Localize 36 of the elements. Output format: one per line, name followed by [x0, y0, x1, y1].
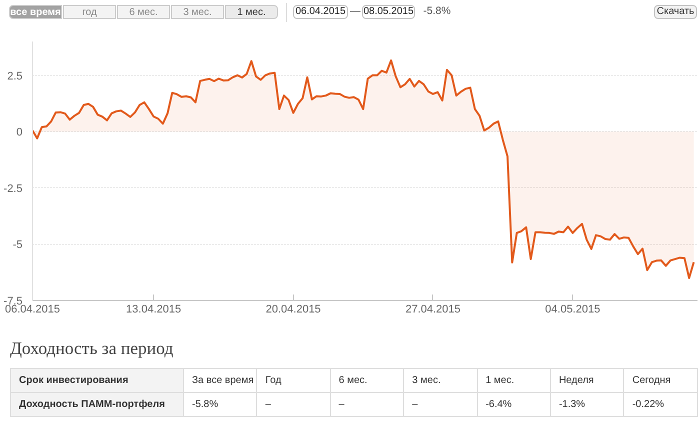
category-label: 1 мес.: [225, 5, 278, 19]
text: –: [256, 392, 330, 416]
x-tick-label: 20.04.2015: [266, 304, 321, 316]
y-tick-label: -2.5: [4, 182, 23, 195]
text: Доходность ПАММ-портфеля: [10, 392, 184, 416]
text: -0.22%: [624, 392, 698, 416]
y-tick-label: 2.5: [7, 70, 23, 82]
x-tick-label: 04.05.2015: [545, 304, 600, 316]
category-label: Год: [256, 368, 330, 392]
category-label: 3 мес.: [171, 5, 224, 19]
text: —: [350, 5, 360, 19]
text: –: [330, 392, 404, 416]
category-label: 6 мес.: [117, 5, 170, 19]
category-label: За все время: [184, 368, 257, 392]
text: Срок инвестирования: [10, 368, 184, 392]
text: 06.04.2015: [293, 5, 348, 19]
category-label: все время: [9, 5, 62, 19]
text: -5.8%: [422, 5, 452, 19]
text: Доходность за период: [10, 338, 174, 359]
text: 08.05.2015: [362, 5, 415, 19]
x-tick-label: 13.04.2015: [126, 304, 182, 316]
y-tick-label: 0: [16, 126, 23, 139]
x-tick-label: 27.04.2015: [405, 304, 461, 316]
text: Скачать: [654, 5, 697, 19]
y-tick-label: -5: [12, 239, 22, 252]
text: -1.3%: [550, 392, 624, 416]
category-label: 6 мес.: [330, 368, 404, 392]
text: –: [404, 392, 478, 416]
category-label: Неделя: [550, 368, 624, 392]
x-tick-label: 06.04.2015: [4, 304, 60, 316]
category-label: Сегодня: [624, 368, 698, 392]
category-label: 3 мес.: [404, 368, 478, 392]
text: -6.4%: [477, 392, 550, 416]
category-label: 1 мес.: [477, 368, 550, 392]
category-label: год: [63, 5, 116, 19]
text: -5.8%: [184, 392, 257, 416]
